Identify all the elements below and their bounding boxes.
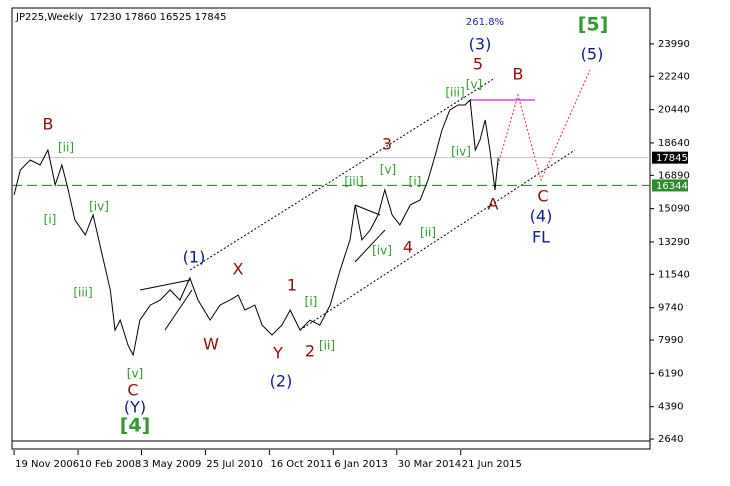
- x-tick-label: 21 Jun 2015: [462, 459, 522, 470]
- chart-title: JP225,Weekly 17230 17860 16525 17845: [15, 12, 226, 23]
- wave-label: [iii]: [73, 286, 92, 300]
- x-tick-label: 3 May 2009: [142, 459, 201, 470]
- wave-label: [ii]: [58, 141, 74, 155]
- wave-label: 2: [305, 342, 315, 361]
- price-tag-label: 17845: [656, 153, 688, 164]
- wave-label: [iii]: [445, 86, 464, 100]
- wave-label: C: [537, 187, 548, 206]
- wave-label: FL: [532, 228, 550, 247]
- y-tick-label: 9740: [658, 303, 683, 314]
- price-tag: [652, 151, 688, 164]
- y-tick-label: 11540: [658, 269, 690, 280]
- projection: [497, 69, 591, 182]
- y-tick-label: 20440: [658, 105, 690, 116]
- trend-line: [139, 279, 191, 291]
- wave-label: [i]: [305, 295, 318, 309]
- trend-line: [164, 289, 193, 331]
- wave-label: [ii]: [420, 226, 436, 240]
- x-tick-label: 19 Nov 2006: [15, 459, 79, 470]
- y-tick-label: 16890: [658, 170, 690, 181]
- wave-label: (5): [581, 45, 604, 64]
- wave-label: C: [127, 381, 138, 400]
- wave-label: (Y): [124, 398, 146, 417]
- wave-label: A: [488, 195, 499, 214]
- x-tick-label: 25 Jul 2010: [206, 459, 263, 470]
- price-tag-label: 16344: [656, 181, 688, 192]
- y-tick-label: 6190: [658, 368, 683, 379]
- wave-label: W: [203, 335, 219, 354]
- channel-upper: [189, 77, 496, 271]
- y-tick-label: 22240: [658, 71, 690, 82]
- wave-label: Y: [272, 344, 283, 363]
- wave-label: 5: [473, 55, 483, 74]
- wave-label: [iii]: [344, 175, 363, 189]
- y-tick-label: 13290: [658, 237, 690, 248]
- wave-label: (4): [530, 207, 553, 226]
- wave-label: [i]: [409, 175, 422, 189]
- wave-label: [i]: [44, 213, 57, 227]
- y-tick-label: 2640: [658, 434, 683, 445]
- wave-label: (2): [270, 372, 293, 391]
- wave-label: [ii]: [319, 339, 335, 353]
- y-tick-label: 18640: [658, 138, 690, 149]
- wave-label: [v]: [127, 367, 143, 381]
- wave-label: 261.8%: [466, 17, 504, 28]
- price-line: [13, 98, 499, 357]
- y-tick-label: 23990: [658, 39, 690, 50]
- trend-line: [354, 204, 381, 216]
- trend-line: [354, 229, 386, 263]
- wave-label: [iv]: [372, 244, 392, 258]
- y-tick-label: 7990: [658, 335, 683, 346]
- wave-label: [5]: [578, 14, 609, 36]
- wave-label: 4: [403, 238, 413, 257]
- wave-label: (3): [469, 35, 492, 54]
- plot-area: [11, 7, 651, 450]
- wave-label: [4]: [120, 415, 151, 437]
- x-tick-label: 16 Oct 2011: [270, 459, 332, 470]
- wave-label: 3: [382, 135, 392, 154]
- wave-label: B: [43, 115, 54, 134]
- y-tick-label: 4390: [658, 402, 683, 413]
- wave-label: B: [513, 65, 524, 84]
- wave-label: 1: [287, 276, 297, 295]
- y-tick-label: 15090: [658, 204, 690, 215]
- price-tag: [652, 179, 688, 192]
- wave-label: (1): [183, 248, 206, 267]
- wave-label: [v]: [380, 163, 396, 177]
- wave-label: X: [233, 260, 244, 279]
- x-tick-label: 10 Feb 2008: [79, 459, 141, 470]
- wave-label: [iv]: [89, 200, 109, 214]
- overlay-lines: [139, 69, 591, 331]
- wave-label: [v]: [466, 78, 482, 92]
- x-tick-label: 30 Mar 2014: [398, 459, 461, 470]
- x-tick-label: 6 Jan 2013: [334, 459, 388, 470]
- wave-label: [iv]: [451, 145, 471, 159]
- channel-lower: [299, 149, 576, 331]
